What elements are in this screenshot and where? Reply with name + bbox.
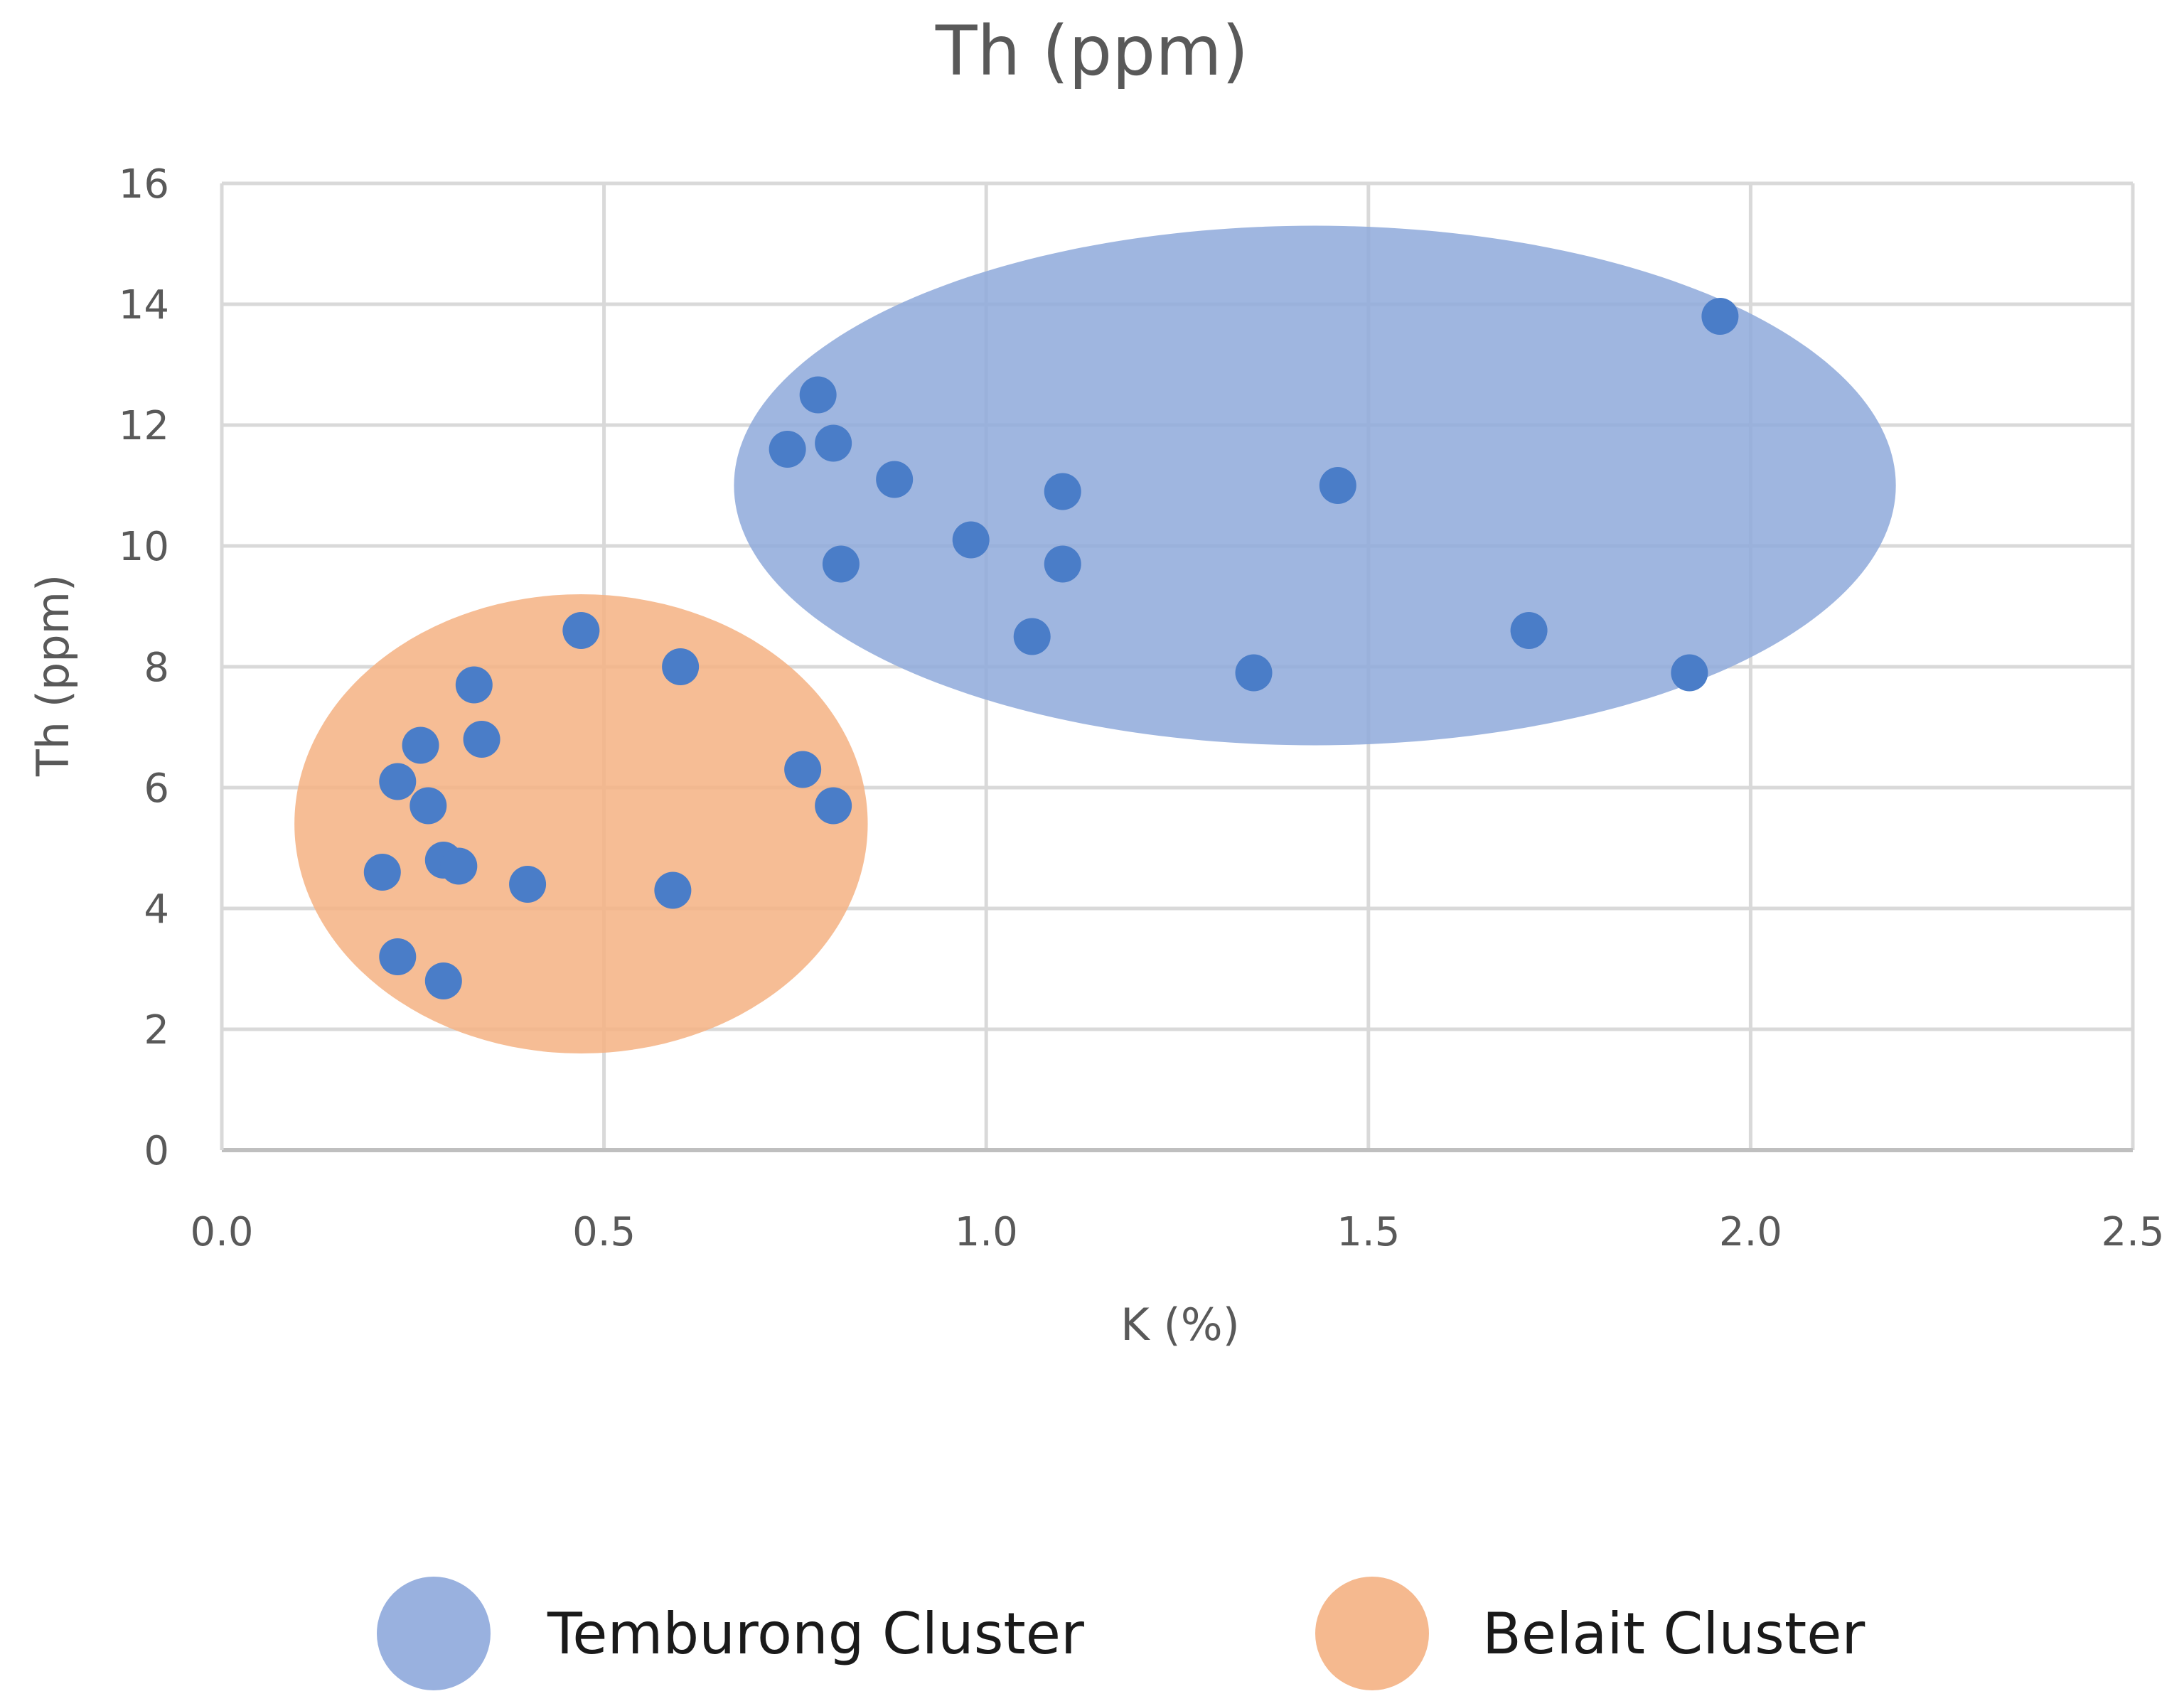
belait-data-point (815, 787, 852, 825)
belait-data-point (363, 854, 401, 891)
temburong-data-point (952, 521, 990, 559)
belait-data-point (379, 938, 417, 975)
temburong-data-point (1044, 473, 1081, 510)
belait-data-point (455, 666, 493, 704)
y-tick-label: 2 (144, 1007, 169, 1053)
legend-label-temburong-cluster: Temburong Cluster (547, 1601, 1084, 1667)
x-axis-title: K (%) (1120, 1299, 1240, 1351)
y-tick-label: 10 (119, 524, 169, 570)
legend-marker-temburong-cluster (377, 1577, 491, 1690)
belait-data-point (662, 648, 700, 685)
temburong-data-point (799, 376, 837, 414)
x-tick-label: 0.0 (190, 1209, 253, 1255)
belait-data-point (402, 726, 439, 764)
belait-data-point (654, 871, 692, 909)
y-tick-label: 8 (144, 645, 169, 691)
cluster-layer (294, 225, 1896, 1053)
belait-data-point (410, 787, 447, 825)
temburong-data-point (1044, 545, 1081, 583)
y-tick-label: 12 (119, 403, 169, 449)
chart-title: Th (ppm) (935, 11, 1248, 91)
temburong-data-point (822, 545, 860, 583)
y-tick-label: 6 (144, 766, 169, 812)
temburong-data-point (1671, 654, 1708, 692)
y-tick-label: 0 (144, 1128, 169, 1174)
x-tick-label: 0.5 (572, 1209, 636, 1255)
temburong-data-point (769, 431, 806, 468)
x-tick-label: 2.5 (2101, 1209, 2164, 1255)
belait-data-point (784, 751, 822, 788)
belait-data-point (440, 847, 478, 885)
temburong-data-point (1510, 612, 1548, 649)
legend-label-belait-cluster: Belait Cluster (1482, 1601, 1865, 1667)
axis-layer (220, 183, 2133, 1152)
temburong-data-point (876, 461, 914, 498)
legend: Temburong Cluster Belait Cluster (377, 1577, 1865, 1690)
legend-marker-belait-cluster (1315, 1577, 1429, 1690)
temburong-data-point (1013, 618, 1051, 655)
temburong-data-point (1235, 654, 1273, 692)
belait-data-point (379, 763, 417, 800)
y-tick-label: 4 (144, 886, 169, 933)
x-tick-label: 1.5 (1337, 1209, 1400, 1255)
y-axis-title: Th (ppm) (27, 574, 79, 777)
x-tick-label: 1.0 (955, 1209, 1018, 1255)
temburong-data-point (1319, 467, 1356, 504)
temburong-data-point (1701, 298, 1739, 335)
point-layer (363, 298, 1739, 999)
belait-data-point (562, 612, 600, 649)
temburong-cluster-ellipse (734, 225, 1896, 746)
x-tick-label: 2.0 (1719, 1209, 1782, 1255)
temburong-data-point (815, 424, 852, 462)
belait-data-point (424, 962, 462, 999)
belait-data-point (509, 866, 547, 903)
belait-cluster-ellipse (294, 594, 868, 1053)
y-tick-label: 16 (119, 161, 169, 208)
tick-layer: 0 2 4 6 8 10 12 14 16 0.0 0.5 1.0 1.5 2.0 2.5 (119, 161, 2165, 1255)
y-tick-label: 14 (119, 282, 169, 328)
belait-data-point (463, 721, 500, 758)
